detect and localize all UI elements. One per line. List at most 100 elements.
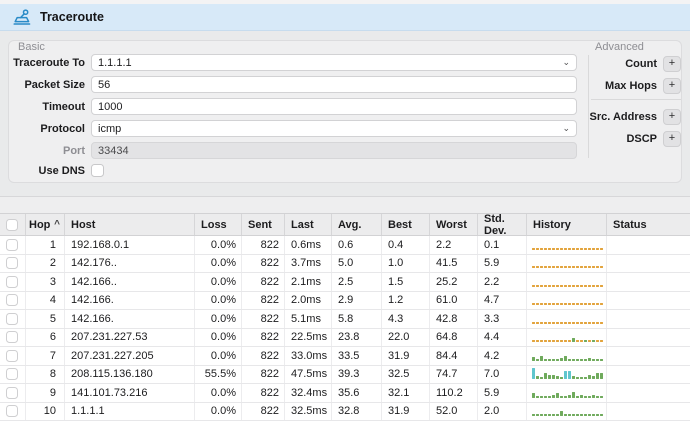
cell-host: 142.176.. [65, 255, 195, 273]
column-header-host[interactable]: Host [65, 214, 195, 235]
history-bar [572, 414, 575, 416]
history-bar [568, 303, 571, 305]
history-bar [540, 414, 543, 416]
column-header-loss[interactable]: Loss [195, 214, 242, 235]
table-body: 1192.168.0.10.0%8220.6ms0.60.42.20.12142… [0, 236, 690, 421]
history-bar [588, 248, 591, 250]
cell-sent: 822 [242, 384, 285, 402]
history-bar [568, 414, 571, 416]
history-bar [536, 248, 539, 250]
cell-avg: 33.5 [332, 347, 382, 365]
cell-sent: 822 [242, 347, 285, 365]
sent-header-label: Sent [248, 219, 272, 231]
src-address-add-button[interactable]: + [663, 109, 681, 125]
history-bar [552, 414, 555, 416]
column-header-last[interactable]: Last [285, 214, 332, 235]
column-header-hop[interactable]: Hop ^ [26, 214, 65, 235]
history-bar [592, 322, 595, 324]
history-bar [576, 377, 579, 379]
cell-worst: 41.5 [430, 255, 478, 273]
cell-host: 207.231.227.205 [65, 347, 195, 365]
count-add-button[interactable]: + [663, 56, 681, 72]
cell-hop: 4 [26, 292, 65, 310]
timeout-input[interactable]: 1000 [91, 98, 577, 115]
cell-history [527, 366, 607, 384]
cell-sent: 822 [242, 329, 285, 347]
row-checkbox[interactable] [6, 368, 18, 380]
history-bar [536, 396, 539, 398]
history-bar [600, 340, 603, 342]
cell-status [607, 255, 690, 273]
history-bar [552, 285, 555, 287]
row-checkbox[interactable] [6, 387, 18, 399]
table-row[interactable]: 5142.166.0.0%8225.1ms5.84.342.83.3 [0, 310, 690, 329]
row-checkbox[interactable] [6, 331, 18, 343]
history-bar [552, 395, 555, 398]
history-bar [556, 285, 559, 287]
cell-loss: 0.0% [195, 384, 242, 402]
history-bar [556, 340, 559, 342]
history-bar [568, 340, 571, 342]
table-row[interactable]: 4142.166.0.0%8222.0ms2.91.261.04.7 [0, 292, 690, 311]
history-bar [572, 266, 575, 268]
history-bar [588, 375, 591, 379]
row-checkbox[interactable] [6, 276, 18, 288]
cell-host: 142.166. [65, 310, 195, 328]
count-label: Count [557, 58, 657, 70]
advanced-group-divider [591, 99, 681, 100]
history-bar [564, 322, 567, 324]
row-checkbox[interactable] [6, 405, 18, 417]
packet-size-input[interactable]: 56 [91, 76, 577, 93]
table-row[interactable]: 9141.101.73.2160.0%82232.4ms35.632.1110.… [0, 384, 690, 403]
cell-avg: 5.8 [332, 310, 382, 328]
cell-status [607, 403, 690, 421]
column-header-status[interactable]: Status [607, 214, 690, 235]
use-dns-checkbox[interactable] [91, 164, 104, 177]
row-checkbox[interactable] [6, 313, 18, 325]
cell-worst: 74.7 [430, 366, 478, 384]
history-bar [600, 285, 603, 287]
history-bar [576, 414, 579, 416]
table-row[interactable]: 1192.168.0.10.0%8220.6ms0.60.42.20.1 [0, 236, 690, 255]
use-dns-row: Use DNS [10, 162, 104, 179]
row-checkbox[interactable] [6, 350, 18, 362]
select-all-checkbox[interactable] [6, 219, 18, 231]
max-hops-add-button[interactable]: + [663, 78, 681, 94]
column-header-worst[interactable]: Worst [430, 214, 478, 235]
cell-sent: 822 [242, 292, 285, 310]
history-bar [580, 340, 583, 342]
row-checkbox[interactable] [6, 239, 18, 251]
cell-best: 1.5 [382, 273, 430, 291]
dscp-row: DSCP + [557, 130, 681, 147]
history-bar [552, 248, 555, 250]
cell-history [527, 273, 607, 291]
column-header-avg[interactable]: Avg. [332, 214, 382, 235]
column-header-best[interactable]: Best [382, 214, 430, 235]
history-bar [536, 359, 539, 361]
history-bar [600, 359, 603, 361]
traceroute-to-combobox[interactable]: 1.1.1.1 ⌄ [91, 54, 577, 71]
cell-sent: 822 [242, 366, 285, 384]
row-checkbox[interactable] [6, 257, 18, 269]
history-bar [532, 322, 535, 324]
src-address-label: Src. Address [557, 111, 657, 123]
table-row[interactable]: 6207.231.227.530.0%82222.5ms23.822.064.8… [0, 329, 690, 348]
history-bar [600, 266, 603, 268]
cell-stddev: 4.2 [478, 347, 527, 365]
cell-best: 22.0 [382, 329, 430, 347]
row-checkbox[interactable] [6, 294, 18, 306]
cell-avg: 2.5 [332, 273, 382, 291]
table-row[interactable]: 101.1.1.10.0%82232.5ms32.831.952.02.0 [0, 403, 690, 422]
table-row[interactable]: 3142.166..0.0%8222.1ms2.51.525.22.2 [0, 273, 690, 292]
column-header-sent[interactable]: Sent [242, 214, 285, 235]
history-bar [536, 285, 539, 287]
cell-hop: 2 [26, 255, 65, 273]
table-row[interactable]: 2142.176..0.0%8223.7ms5.01.041.55.9 [0, 255, 690, 274]
table-row[interactable]: 8208.115.136.18055.5%82247.5ms39.332.574… [0, 366, 690, 385]
table-row[interactable]: 7207.231.227.2050.0%82233.0ms33.531.984.… [0, 347, 690, 366]
column-header-history[interactable]: History [527, 214, 607, 235]
column-header-stddev[interactable]: Std. Dev. [478, 214, 527, 235]
history-bar [596, 248, 599, 250]
protocol-combobox[interactable]: icmp ⌄ [91, 120, 577, 137]
dscp-add-button[interactable]: + [663, 131, 681, 147]
